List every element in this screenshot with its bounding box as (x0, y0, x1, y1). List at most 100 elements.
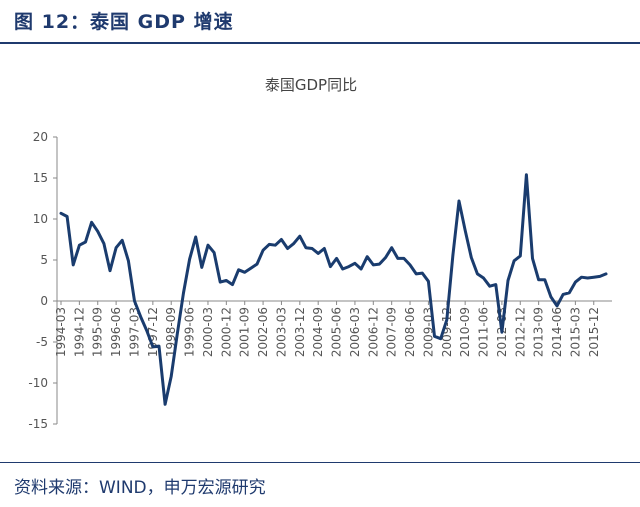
data-point (457, 199, 461, 203)
data-point (519, 254, 522, 258)
y-tick-label: -15 (28, 417, 48, 431)
data-point (384, 256, 387, 259)
data-point (592, 276, 595, 279)
data-point (421, 271, 424, 275)
data-point (427, 280, 430, 283)
data-point (598, 275, 602, 278)
data-point (561, 293, 565, 296)
data-point (65, 215, 69, 218)
y-tick-label: 10 (33, 212, 48, 226)
figure-title: 图 12：泰国 GDP 增速 (14, 11, 234, 33)
data-point (555, 304, 559, 308)
x-tick-label: 2005-06 (330, 307, 344, 357)
x-tick-label: 2003-12 (293, 307, 307, 357)
data-point (151, 345, 155, 349)
x-tick-label: 2006-12 (366, 307, 380, 357)
figure-footer: 资料来源：WIND，申万宏源研究 (0, 462, 640, 507)
data-point (476, 272, 479, 276)
x-tick-label: 2007-09 (385, 307, 399, 357)
data-point (139, 315, 142, 318)
data-point (323, 247, 326, 250)
chart-series (59, 173, 608, 406)
data-point (225, 279, 228, 282)
data-point (525, 173, 528, 176)
data-point (464, 229, 467, 232)
data-point (470, 256, 473, 259)
data-point (108, 269, 112, 272)
data-point (249, 267, 252, 270)
x-tick-label: 1999-06 (183, 307, 197, 357)
x-tick-label: 1994-03 (54, 307, 68, 357)
x-tick-label: 2006-03 (348, 307, 362, 357)
data-point (114, 246, 118, 249)
data-point (261, 249, 265, 252)
series-line-gdp-yoy (59, 173, 608, 406)
x-tick-label: 2002-06 (256, 307, 270, 357)
data-point (292, 242, 295, 245)
data-point (494, 283, 497, 286)
data-point (206, 244, 210, 247)
x-tick-label: 2015-03 (568, 307, 582, 357)
data-point (335, 257, 338, 260)
data-point (59, 212, 63, 215)
data-point (488, 285, 491, 288)
data-point (604, 272, 608, 276)
data-point (286, 247, 289, 250)
data-point (390, 246, 393, 249)
x-tick-label: 2012-12 (513, 307, 527, 357)
data-point (304, 246, 308, 249)
data-point (366, 255, 369, 258)
data-point (298, 235, 301, 238)
data-point (353, 262, 357, 265)
data-point (78, 244, 81, 247)
y-tick-label: 0 (40, 294, 48, 308)
x-tick-label: 1997-03 (127, 307, 141, 357)
x-tick-label: 1994-12 (72, 307, 86, 357)
data-point (512, 259, 516, 262)
x-tick-label: 2011-06 (477, 307, 491, 357)
data-point (451, 253, 455, 257)
data-point (543, 278, 546, 281)
data-point (531, 257, 534, 260)
gdp-line-chart: 泰国GDP同比 -15 -10 -5 0 5 10 15 20 1994-03 1994-12 19… (28, 76, 612, 431)
x-tick-label: 2015-12 (587, 307, 601, 357)
data-point (329, 265, 332, 268)
y-tick-label: -10 (28, 376, 48, 390)
data-point (372, 263, 375, 267)
y-tick-label: 15 (33, 171, 48, 185)
data-point (219, 280, 222, 284)
data-point (200, 266, 203, 269)
data-point (574, 280, 577, 284)
y-tick-label: -5 (36, 335, 48, 349)
x-tick-label: 2010-09 (458, 307, 472, 357)
chart-title: 泰国GDP同比 (265, 76, 357, 94)
x-tick-label: 1995-09 (91, 307, 105, 357)
y-tick-label: 20 (33, 130, 48, 144)
data-point (408, 263, 412, 267)
data-point (133, 299, 136, 303)
x-tick-label: 2003-03 (274, 307, 288, 357)
data-point (102, 242, 106, 245)
data-point (310, 247, 314, 250)
data-point (194, 235, 197, 239)
data-point (72, 263, 75, 267)
data-point (445, 318, 448, 322)
data-point (439, 337, 442, 340)
data-point (433, 335, 436, 338)
data-point (237, 268, 240, 271)
data-point (586, 276, 589, 280)
data-point (402, 257, 406, 260)
data-point (568, 291, 571, 294)
data-point (396, 257, 399, 260)
data-point (549, 295, 553, 299)
data-point (378, 262, 381, 266)
x-tick-label: 1996-06 (109, 307, 123, 357)
data-point (243, 271, 246, 274)
x-tick-label: 2000-03 (201, 307, 215, 357)
x-tick-label: 2001-09 (238, 307, 252, 357)
data-point (84, 240, 87, 244)
chart-axes: -15 -10 -5 0 5 10 15 20 1994-03 1994-12 1995-09 199… (28, 130, 612, 431)
data-point (506, 279, 510, 282)
data-point (580, 276, 583, 279)
x-tick-label: 2008-06 (403, 307, 417, 357)
